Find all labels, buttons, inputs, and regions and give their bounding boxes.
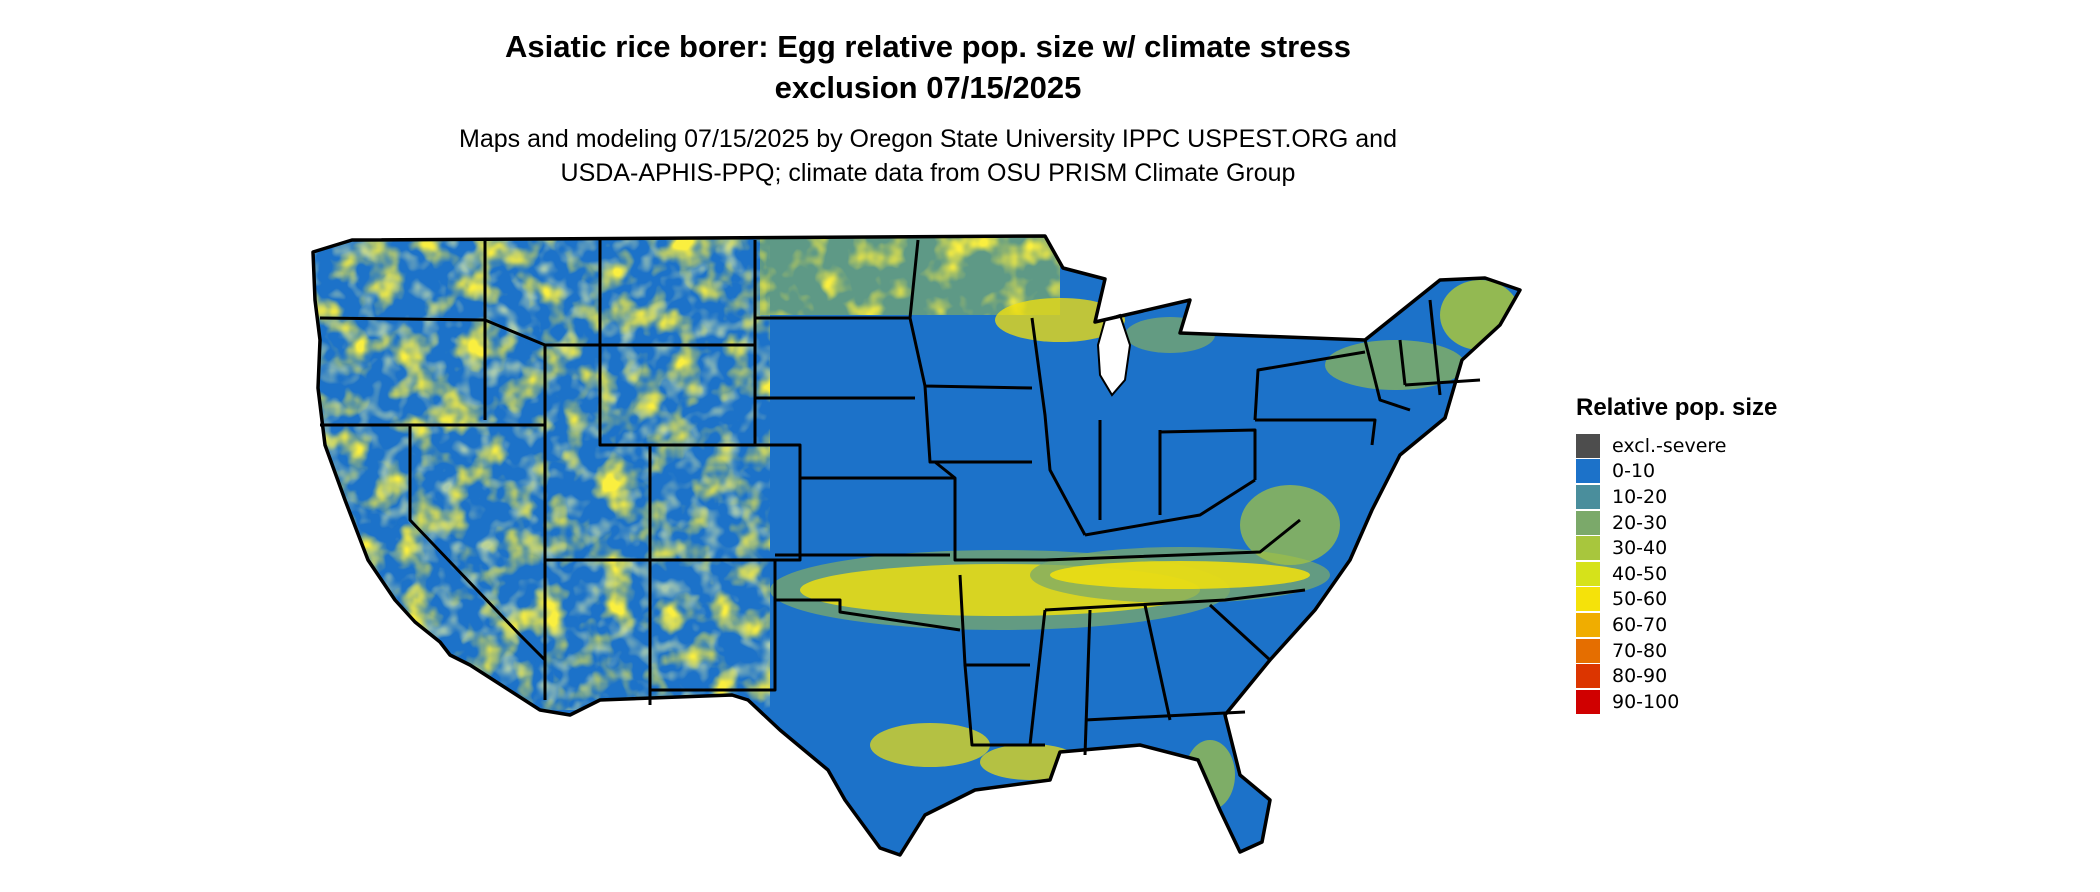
- legend-label: 50-60: [1612, 588, 1668, 611]
- map-title-line2: exclusion 07/15/2025: [774, 70, 1082, 105]
- legend-swatch: [1576, 612, 1600, 637]
- legend-label: excl.-severe: [1612, 434, 1727, 457]
- legend-item: 80-90: [1576, 663, 1777, 689]
- legend-label: 70-80: [1612, 639, 1668, 662]
- legend-label: 0-10: [1612, 460, 1656, 483]
- legend-item: 20-30: [1576, 510, 1777, 536]
- legend-item: 60-70: [1576, 612, 1777, 638]
- legend-item: excl.-severe: [1576, 433, 1777, 459]
- legend-item: 90-100: [1576, 689, 1777, 715]
- map-subtitle: Maps and modeling 07/15/2025 by Oregon S…: [0, 122, 1856, 190]
- legend-swatch: [1576, 638, 1600, 663]
- legend-swatch: [1576, 664, 1600, 689]
- legend-label: 80-90: [1612, 665, 1668, 688]
- map-subtitle-line2: USDA-APHIS-PPQ; climate data from OSU PR…: [560, 159, 1296, 187]
- legend-item: 70-80: [1576, 638, 1777, 664]
- legend-items: excl.-severe 0-10 10-20 20-30 30-40 40-50 50-6…: [1576, 433, 1777, 715]
- legend-label: 90-100: [1612, 690, 1680, 713]
- legend-label: 40-50: [1612, 562, 1668, 585]
- legend-label: 30-40: [1612, 537, 1668, 560]
- map-title-line1: Asiatic rice borer: Egg relative pop. si…: [505, 29, 1351, 64]
- map-title: Asiatic rice borer: Egg relative pop. si…: [0, 26, 1856, 108]
- legend-item: 40-50: [1576, 561, 1777, 587]
- legend-title: Relative pop. size: [1576, 394, 1778, 421]
- map-legend: Relative pop. size excl.-severe 0-10 10-20…: [1576, 393, 1777, 715]
- legend-swatch: [1576, 484, 1600, 509]
- legend-item: 50-60: [1576, 587, 1777, 613]
- legend-item: 30-40: [1576, 535, 1777, 561]
- legend-swatch: [1576, 689, 1600, 714]
- legend-swatch: [1576, 459, 1600, 484]
- legend-swatch: [1576, 510, 1600, 535]
- legend-swatch: [1576, 433, 1600, 458]
- legend-label: 20-30: [1612, 511, 1668, 534]
- legend-item: 10-20: [1576, 484, 1777, 510]
- legend-swatch: [1576, 561, 1600, 586]
- legend-swatch: [1576, 587, 1600, 612]
- legend-label: 60-70: [1612, 613, 1668, 636]
- map-subtitle-line1: Maps and modeling 07/15/2025 by Oregon S…: [459, 125, 1397, 153]
- legend-swatch: [1576, 536, 1600, 561]
- legend-item: 0-10: [1576, 459, 1777, 485]
- legend-label: 10-20: [1612, 485, 1668, 508]
